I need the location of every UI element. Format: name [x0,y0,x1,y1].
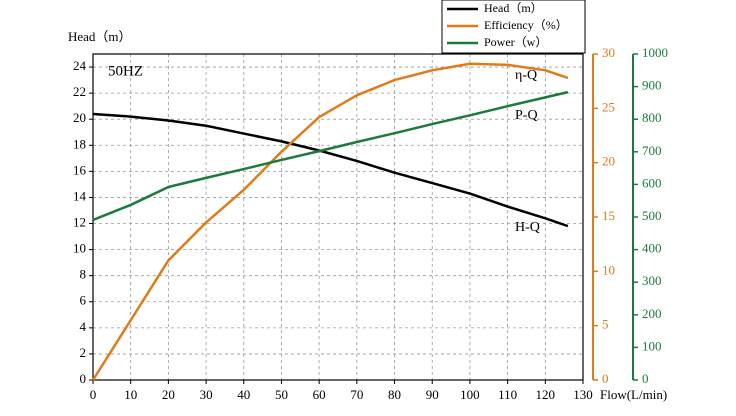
y-tick-label: 8 [80,267,87,282]
x-axis-label: Flow(L/min) [600,387,667,402]
x-tick-label: 120 [536,387,556,402]
y-tick-label: 24 [73,58,87,73]
y3-tick-label: 300 [642,273,662,288]
x-tick-label: 40 [237,387,250,402]
x-tick-label: 0 [90,387,97,402]
y-tick-label: 16 [73,162,87,177]
y-tick-label: 4 [80,319,87,334]
x-tick-label: 80 [388,387,401,402]
y3-tick-label: 200 [642,306,662,321]
y3-tick-label: 0 [642,371,649,386]
annotation: η-Q [515,68,537,83]
annotation: P-Q [515,108,538,123]
x-tick-label: 10 [124,387,137,402]
annotation: H-Q [515,220,540,235]
y-tick-label: 2 [80,345,87,360]
x-tick-label: 90 [426,387,439,402]
legend-label: Efficiency（%） [484,18,568,32]
series-line [91,62,569,381]
x-tick-label: 20 [162,387,175,402]
y-tick-label: 0 [80,371,87,386]
series-line [92,112,569,228]
y2-tick-label: 0 [602,371,609,386]
y2-tick-label: 25 [602,99,615,114]
y3-tick-label: 100 [642,338,662,353]
legend-label: Power（w） [484,35,547,49]
y3-tick-label: 700 [642,143,662,158]
y2-tick-label: 30 [602,45,615,60]
x-tick-label: 100 [460,387,480,402]
y-tick-label: 14 [73,188,87,203]
y-tick-label: 6 [80,293,87,308]
x-tick-label: 110 [498,387,517,402]
y3-tick-label: 500 [642,208,662,223]
x-tick-label: 30 [200,387,213,402]
legend-label: Head（m） [484,1,543,15]
x-tick-label: 60 [313,387,326,402]
y-tick-label: 10 [73,241,86,256]
plot-frame [92,53,584,381]
y3-tick-label: 600 [642,175,662,190]
x-tick-label: 130 [573,387,593,402]
annotation: 50HZ [108,63,143,79]
series-line [92,90,569,222]
y-axis-label: Head（m） [68,29,132,44]
y3-tick-label: 1000 [642,45,668,60]
y3-tick-label: 900 [642,78,662,93]
y-tick-label: 18 [73,136,86,151]
y2-tick-label: 5 [602,317,609,332]
y2-tick-label: 20 [602,154,615,169]
y2-tick-label: 15 [602,208,615,223]
y-tick-label: 22 [73,84,86,99]
y3-tick-label: 800 [642,110,662,125]
y-tick-label: 12 [73,215,86,230]
x-tick-label: 70 [350,387,363,402]
y2-tick-label: 10 [602,262,615,277]
y3-tick-label: 400 [642,241,662,256]
y-tick-label: 20 [73,110,86,125]
x-tick-label: 50 [275,387,288,402]
